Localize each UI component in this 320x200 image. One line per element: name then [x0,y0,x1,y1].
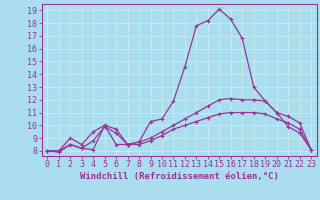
X-axis label: Windchill (Refroidissement éolien,°C): Windchill (Refroidissement éolien,°C) [80,172,279,181]
